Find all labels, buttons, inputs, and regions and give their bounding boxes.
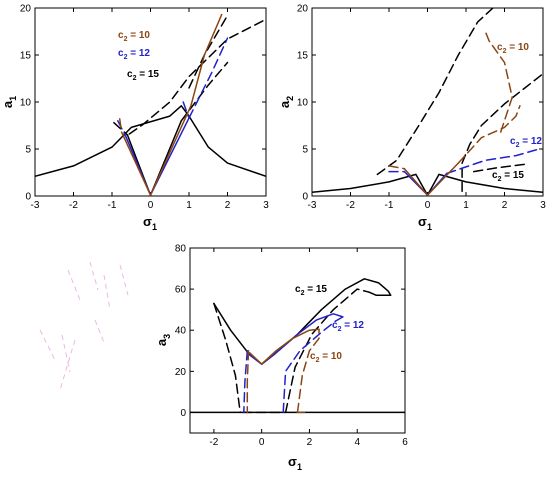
x-tick-label: -1: [108, 200, 117, 211]
y-tick-label: 0: [302, 192, 308, 203]
series-line-2: [426, 173, 543, 196]
curve-label: c2 = 10: [497, 42, 529, 55]
series-line-3: [376, 8, 494, 176]
series-line-12: [118, 118, 123, 133]
x-tick-label: 2: [502, 200, 508, 211]
y-tick-label: 0: [25, 192, 31, 203]
series-group: [35, 13, 266, 196]
series-line-5: [472, 163, 529, 173]
series-line-4: [113, 121, 129, 136]
series-group: [190, 278, 405, 414]
y-tick-label: 40: [175, 326, 187, 337]
x-tick-label: 0: [148, 200, 154, 211]
x-tick-label: 2: [225, 200, 231, 211]
series-line-10: [182, 101, 190, 119]
curve-label: c2 = 15: [295, 284, 327, 297]
series-line-9: [248, 328, 320, 365]
curve-label: c2 = 12: [332, 320, 364, 333]
series-line-11: [457, 105, 521, 164]
x-tick-label: 3: [540, 200, 546, 211]
curve-label: c2 = 12: [118, 48, 150, 61]
x-tick-label: 1: [186, 200, 192, 211]
series-line-7: [446, 148, 540, 175]
x-tick-label: -2: [209, 437, 218, 448]
series-line-2: [128, 18, 266, 135]
y-tick-label: 20: [20, 4, 32, 15]
series-line-8: [117, 120, 127, 137]
series-line-10: [388, 165, 406, 170]
plot-frame: [189, 247, 406, 434]
series-line-10: [246, 350, 250, 414]
series-line-3: [213, 302, 241, 414]
series-line-7: [243, 350, 249, 414]
curve-label: c2 = 15: [492, 170, 524, 183]
y-tick-label: 15: [20, 51, 32, 62]
y-tick-label: 5: [302, 145, 308, 156]
y-tick-label: 60: [175, 285, 187, 296]
series-line-5: [284, 288, 370, 414]
series-line-9: [403, 162, 460, 196]
x-tick-label: 2: [307, 437, 313, 448]
series-line-1: [312, 173, 429, 196]
series-line-12: [484, 30, 513, 133]
curve-label: c2 = 12: [510, 136, 542, 149]
x-tick-label: 4: [354, 437, 360, 448]
x-tick-label: 6: [402, 437, 408, 448]
y-tick-label: 80: [175, 244, 187, 255]
series-group: [312, 8, 543, 196]
series-line-1: [35, 105, 266, 178]
x-tick-label: -2: [346, 200, 355, 211]
x-tick-label: 0: [425, 200, 431, 211]
x-tick-label: 3: [263, 200, 269, 211]
curve-label: c2 = 10: [118, 30, 150, 43]
y-tick-label: 0: [180, 408, 186, 419]
x-tick-label: 0: [259, 437, 265, 448]
y-tick-label: 5: [25, 145, 31, 156]
y-tick-label: 10: [297, 98, 309, 109]
curve-label: c2 = 10: [310, 351, 342, 364]
x-tick-label: -3: [31, 200, 40, 211]
series-line-11: [120, 13, 223, 196]
y-tick-label: 15: [297, 51, 309, 62]
x-tick-label: 1: [463, 200, 469, 211]
faint-dashed-traces: [39, 261, 129, 391]
series-line-11: [296, 328, 320, 414]
x-tick-label: -1: [385, 200, 394, 211]
x-tick-label: -2: [69, 200, 78, 211]
series-line-9: [188, 37, 229, 119]
y-tick-label: 20: [175, 367, 187, 378]
curve-label: c2 = 15: [127, 69, 159, 82]
y-tick-label: 20: [297, 4, 309, 15]
series-line-8: [282, 320, 337, 414]
x-tick-label: -3: [308, 200, 317, 211]
y-tick-label: 10: [20, 98, 32, 109]
